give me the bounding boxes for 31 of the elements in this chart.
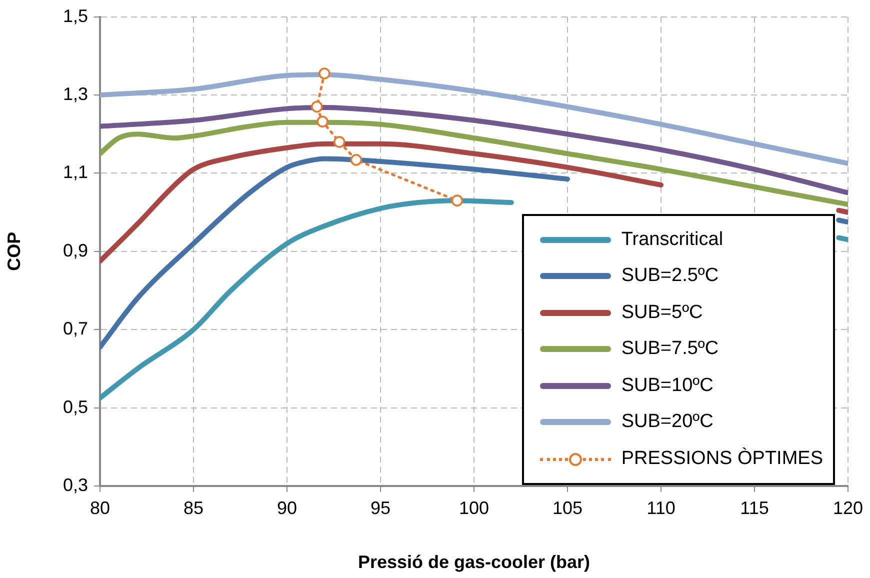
point	[350, 154, 362, 166]
legend-label: SUB=7.5ºC	[621, 338, 719, 360]
x-axis-title: Pressió de gas-cooler (bar)	[358, 552, 590, 572]
x-tick-label: 80	[90, 498, 110, 518]
y-tick-label: 0,7	[62, 318, 88, 339]
x-tick-label: 90	[276, 498, 298, 518]
legend-label: PRESSIONS ÒPTIMES	[621, 448, 823, 470]
x-tick-label: 110	[646, 498, 676, 518]
y-tick-label: 1,1	[62, 162, 88, 182]
legend-label: SUB=2.5ºC	[621, 265, 719, 288]
y-tick-label: 0,5	[62, 396, 88, 417]
x-tick-label: 105	[552, 498, 583, 518]
legend-label: SUB=5ºC	[621, 302, 703, 324]
point	[318, 68, 330, 80]
y-tick-label: 0,9	[62, 240, 88, 260]
x-tick-label: 85	[183, 498, 204, 518]
x-tick-label: 95	[370, 498, 391, 518]
y-axis-title: COP	[4, 232, 24, 271]
point	[311, 100, 323, 113]
y-tick-label: 0,3	[62, 474, 88, 495]
point	[316, 116, 328, 128]
x-tick-label: 120	[832, 498, 864, 518]
point	[451, 194, 464, 206]
y-tick-label: 1,5	[62, 6, 88, 26]
y-tick-label: 1,3	[62, 84, 88, 104]
x-tick-label: 100	[458, 498, 490, 518]
legend-label: SUB=20ºC	[621, 411, 714, 434]
legend-label: SUB=10ºC	[621, 374, 714, 397]
point	[333, 136, 346, 148]
legend-label: Transcritical	[621, 228, 724, 251]
x-tick-label: 115	[740, 498, 769, 518]
